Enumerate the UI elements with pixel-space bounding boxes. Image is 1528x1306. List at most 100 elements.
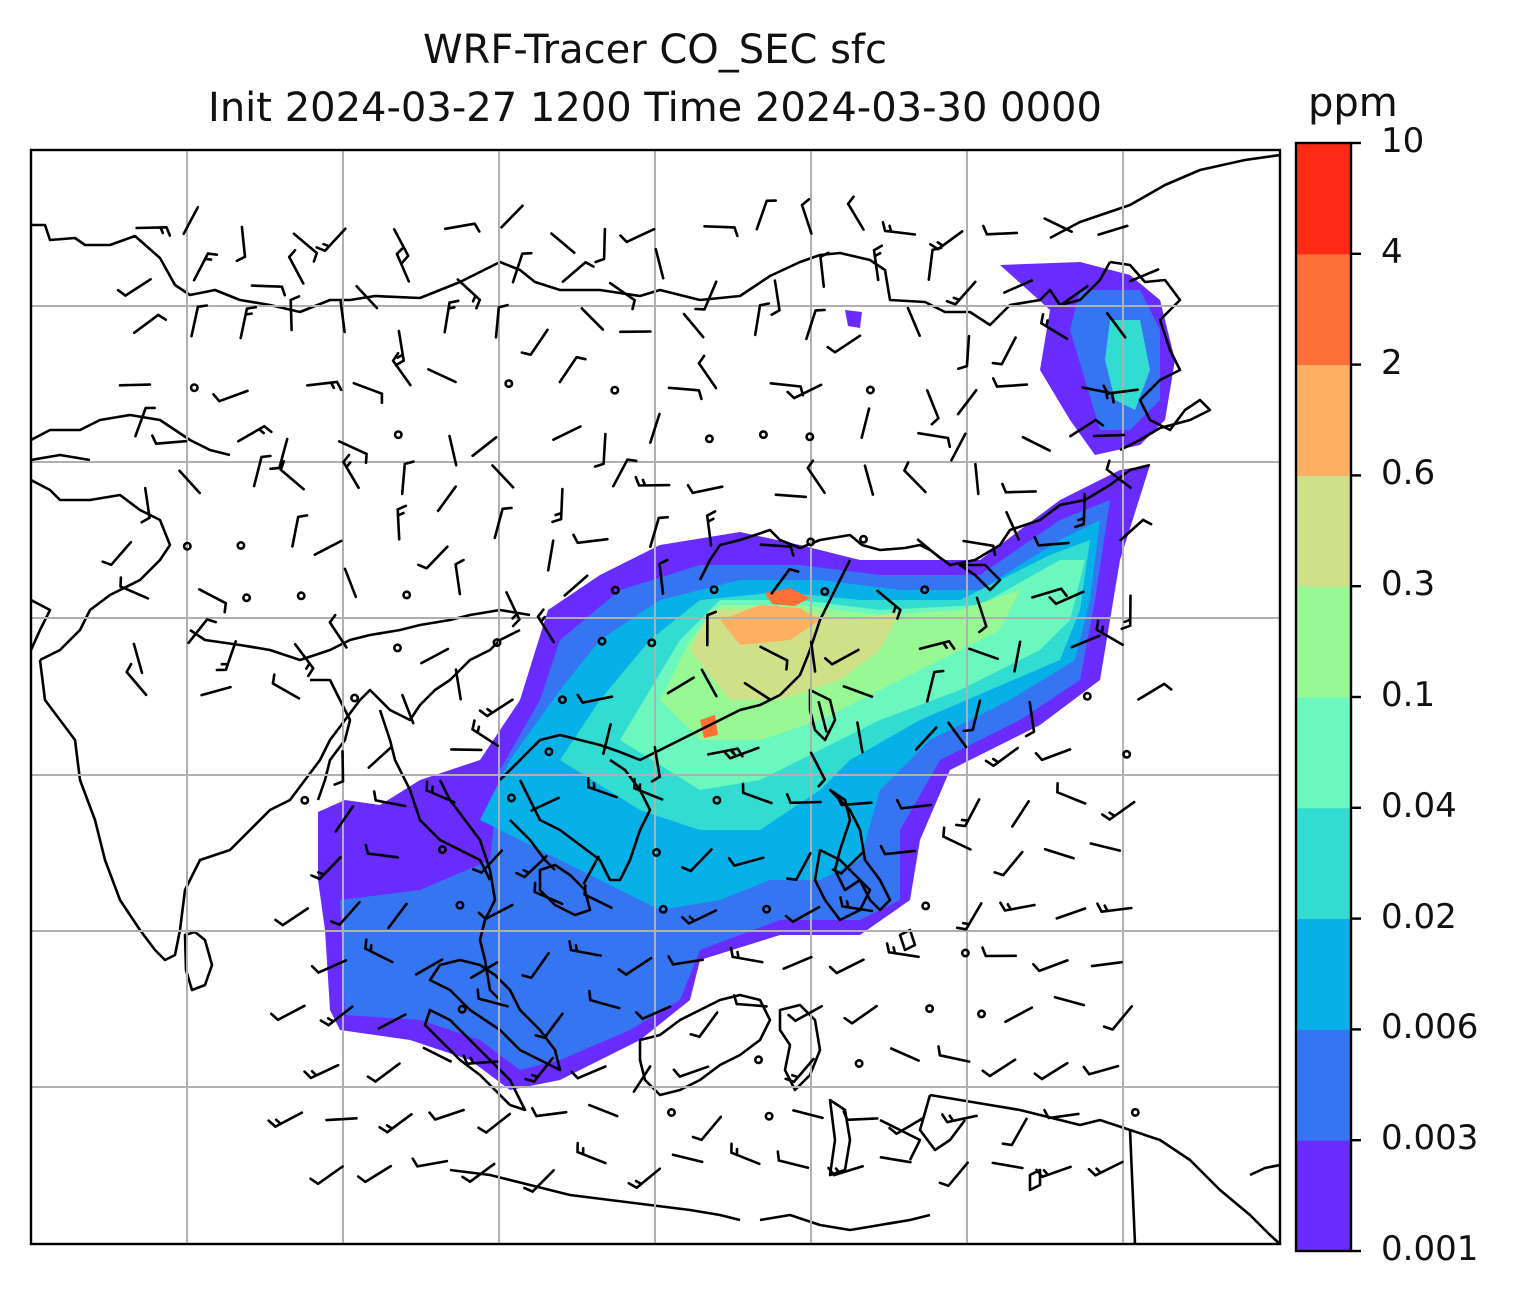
calm-wind-marker	[1122, 749, 1132, 759]
wind-barb	[1074, 492, 1086, 529]
wind-barb	[917, 431, 952, 449]
wind-barb	[478, 698, 514, 718]
wind-barb	[182, 206, 200, 236]
wind-barb	[1106, 312, 1127, 339]
wind-barb	[500, 204, 524, 229]
wind-barb	[950, 432, 967, 462]
wind-barb	[999, 901, 1036, 912]
calm-wind-marker	[709, 585, 719, 595]
wind-barb	[881, 220, 917, 236]
wind-barb	[982, 224, 1019, 236]
calm-wind-marker	[236, 540, 246, 550]
wind-barb	[863, 464, 875, 496]
wind-barb	[289, 295, 301, 332]
wind-barb	[401, 693, 415, 725]
wind-barb	[774, 493, 808, 499]
wind-barb	[787, 1004, 823, 1023]
colorbar-segment	[1296, 364, 1351, 476]
colorbar-segment	[1296, 918, 1351, 1030]
wind-barb	[1087, 1160, 1124, 1177]
calm-wind-marker	[920, 585, 930, 595]
calm-wind-marker	[457, 1004, 467, 1014]
wind-barb	[945, 280, 977, 306]
calm-wind-marker	[854, 1059, 864, 1069]
wind-barb	[956, 388, 978, 416]
calm-wind-marker	[658, 904, 668, 914]
wind-barb	[619, 227, 656, 244]
calm-wind-marker	[437, 845, 447, 855]
wind-barb	[1120, 594, 1132, 631]
wind-barb	[889, 1047, 920, 1062]
wind-barb	[250, 284, 287, 297]
calm-wind-marker	[182, 541, 192, 551]
wind-barb	[705, 510, 717, 547]
wind-barb	[635, 1005, 672, 1021]
wind-barb	[1033, 536, 1070, 547]
colorbar-tick-label: 10	[1381, 121, 1425, 161]
wind-barb	[520, 328, 549, 356]
wind-barb	[957, 334, 971, 370]
calm-wind-marker	[350, 693, 360, 703]
wind-barb	[310, 959, 348, 974]
wind-barb	[372, 790, 407, 808]
wind-barb	[116, 278, 152, 297]
wind-barb	[743, 681, 772, 701]
wind-barb	[839, 896, 874, 913]
wind-barb	[846, 195, 865, 231]
wind-barb	[132, 642, 144, 675]
calm-wind-marker	[455, 900, 465, 910]
wind-barb	[836, 795, 873, 807]
wind-barb	[1033, 1061, 1069, 1081]
wind-barb	[879, 844, 917, 856]
wind-barb	[178, 469, 201, 495]
coastlines	[31, 153, 1280, 1244]
wind-barb	[313, 539, 343, 556]
wind-barb	[1082, 1064, 1120, 1076]
wind-barb	[292, 232, 319, 263]
wind-barb	[494, 303, 509, 339]
map-title-line2: Init 2024-03-27 1200 Time 2024-03-30 000…	[208, 85, 1102, 131]
wind-barb	[843, 1004, 878, 1025]
wind-barb	[759, 645, 789, 671]
wind-barb	[568, 940, 602, 957]
wind-barb	[118, 383, 152, 387]
wind-barb	[471, 849, 504, 874]
wind-barb	[334, 805, 355, 833]
wind-barb	[1056, 782, 1087, 805]
wind-barb	[672, 1065, 710, 1078]
wind-barb	[686, 484, 724, 495]
wind-barb	[633, 777, 664, 801]
wind-barb	[417, 545, 449, 570]
wind-barb	[1001, 1117, 1028, 1147]
wind-barb	[608, 281, 636, 311]
wind-barb	[200, 685, 232, 697]
calm-wind-marker	[764, 1111, 774, 1121]
wind-barb	[895, 798, 933, 810]
wind-barb	[809, 640, 817, 673]
wind-barb	[682, 312, 705, 339]
wind-barb	[1090, 960, 1123, 968]
wind-barb	[1035, 1165, 1072, 1179]
wind-barb	[759, 543, 795, 557]
wind-barb	[769, 382, 805, 397]
colorbar-segment	[1296, 475, 1351, 587]
wind-barb	[356, 1164, 393, 1184]
map-gridlines	[31, 150, 1280, 1244]
wind-barb	[974, 462, 980, 496]
wind-barb	[329, 900, 361, 926]
wind-barb	[1097, 224, 1129, 236]
wind-barb	[521, 951, 550, 979]
wind-barb	[343, 567, 358, 599]
calm-wind-marker	[402, 590, 412, 600]
wind-barb	[1040, 313, 1069, 341]
field-level-0.001-spot	[845, 310, 862, 328]
wind-barb	[654, 247, 665, 280]
wind-barb	[342, 453, 360, 490]
wind-barb	[1092, 433, 1126, 438]
wind-barb	[471, 436, 498, 458]
calm-wind-marker	[506, 793, 516, 803]
calm-wind-marker	[666, 1108, 676, 1118]
wind-barb	[456, 278, 482, 310]
wind-barb	[524, 1056, 554, 1083]
